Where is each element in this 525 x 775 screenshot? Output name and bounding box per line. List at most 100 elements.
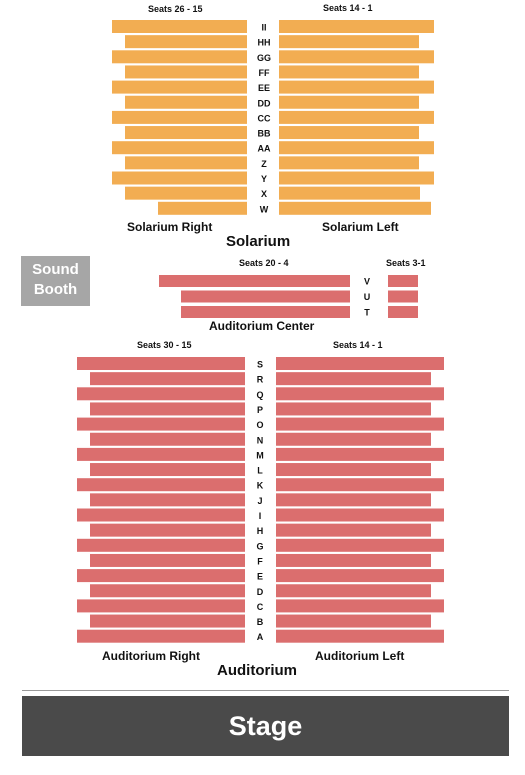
center-row-label-t: T — [364, 308, 370, 318]
auditorium-right-row-f[interactable] — [90, 553, 245, 567]
solarium-row-label-y: Y — [261, 174, 267, 184]
auditorium-row-label-n: N — [257, 435, 264, 445]
auditorium-right-row-a[interactable] — [77, 629, 245, 643]
solarium-right-row-ii[interactable] — [112, 20, 247, 33]
auditorium-row-label-i: I — [259, 511, 262, 521]
auditorium-row-label-l: L — [257, 466, 263, 476]
auditorium-right-row-r[interactable] — [90, 372, 245, 386]
solarium-left-row-aa[interactable] — [279, 141, 434, 155]
center-left-row-t[interactable] — [181, 306, 350, 318]
auditorium-right-row-g[interactable] — [77, 538, 245, 552]
solarium-right-row-y[interactable] — [112, 171, 247, 185]
auditorium-left-row-i[interactable] — [276, 508, 444, 522]
center-left-row-u[interactable] — [181, 290, 350, 303]
auditorium-row-label-m: M — [256, 450, 264, 460]
auditorium-right-row-p[interactable] — [90, 402, 245, 416]
solarium-left-row-hh[interactable] — [279, 35, 419, 49]
solarium-row-label-ee: EE — [258, 83, 270, 93]
center-row-label-v: V — [364, 277, 370, 287]
auditorium-right-row-h[interactable] — [90, 523, 245, 537]
solarium-row-label-w: W — [260, 204, 269, 214]
auditorium-row-label-o: O — [256, 420, 263, 430]
solarium-left-label: Solarium Left — [322, 220, 399, 234]
solarium-left-row-ii[interactable] — [279, 20, 434, 33]
solarium-left-row-dd[interactable] — [279, 95, 419, 109]
solarium-row-label-hh: HH — [258, 38, 271, 48]
solarium-left-row-gg[interactable] — [279, 50, 434, 64]
auditorium-right-row-j[interactable] — [90, 493, 245, 507]
auditorium-left-row-c[interactable] — [276, 599, 444, 613]
auditorium-left-row-m[interactable] — [276, 447, 444, 461]
solarium-right-row-x[interactable] — [125, 186, 247, 200]
solarium-right-row-ff[interactable] — [125, 65, 247, 79]
auditorium-right-row-q[interactable] — [77, 387, 245, 401]
auditorium-row-label-g: G — [256, 541, 263, 551]
auditorium-row-label-f: F — [257, 556, 263, 566]
sound-booth-line1: Sound — [32, 261, 79, 278]
auditorium-right-row-b[interactable] — [90, 614, 245, 628]
auditorium-left-row-g[interactable] — [276, 538, 444, 552]
auditorium-left-row-h[interactable] — [276, 523, 431, 537]
solarium-right-seats-label: Seats 26 - 15 — [148, 4, 203, 14]
solarium-left-row-bb[interactable] — [279, 126, 419, 140]
center-right-row-v[interactable] — [388, 275, 418, 287]
stage-label: Stage — [228, 710, 303, 741]
solarium-right-row-z[interactable] — [125, 156, 247, 170]
auditorium-row-label-d: D — [257, 587, 264, 597]
solarium-right-row-w[interactable] — [158, 201, 247, 215]
solarium-row-label-ff: FF — [259, 68, 270, 78]
auditorium-left-row-n[interactable] — [276, 432, 431, 446]
solarium-left-row-ff[interactable] — [279, 65, 419, 79]
auditorium-right-row-d[interactable] — [90, 584, 245, 598]
solarium-right-row-aa[interactable] — [112, 141, 247, 155]
auditorium-right-row-i[interactable] — [77, 508, 245, 522]
auditorium-right-row-k[interactable] — [77, 478, 245, 492]
auditorium-right-row-o[interactable] — [77, 417, 245, 431]
auditorium-right-row-c[interactable] — [77, 599, 245, 613]
center-left-row-v[interactable] — [159, 275, 350, 287]
auditorium-right-row-s[interactable] — [77, 357, 245, 370]
center-right-row-u[interactable] — [388, 290, 418, 303]
solarium-left-row-cc[interactable] — [279, 110, 434, 124]
solarium-right-row-dd[interactable] — [125, 95, 247, 109]
auditorium-left-row-l[interactable] — [276, 463, 431, 477]
auditorium-left-row-a[interactable] — [276, 629, 444, 643]
auditorium-right-row-e[interactable] — [77, 569, 245, 583]
center-right-row-t[interactable] — [388, 306, 418, 318]
auditorium-right-row-n[interactable] — [90, 432, 245, 446]
solarium-left-row-x[interactable] — [279, 186, 420, 200]
auditorium-left-row-s[interactable] — [276, 357, 444, 370]
solarium-right-row-gg[interactable] — [112, 50, 247, 64]
solarium-left-row-ee[interactable] — [279, 80, 434, 94]
solarium-left-row-y[interactable] — [279, 171, 434, 185]
auditorium-row-label-k: K — [257, 481, 264, 491]
auditorium-right-label: Auditorium Right — [102, 649, 200, 663]
auditorium-right-row-l[interactable] — [90, 463, 245, 477]
solarium-left-row-w[interactable] — [279, 201, 431, 215]
solarium-right-row-bb[interactable] — [125, 126, 247, 140]
solarium-right-label: Solarium Right — [127, 220, 213, 234]
auditorium-left-row-o[interactable] — [276, 417, 444, 431]
stage: Stage — [22, 696, 509, 756]
stage-edge-line — [22, 690, 509, 691]
auditorium-left-row-j[interactable] — [276, 493, 431, 507]
auditorium-row-label-r: R — [257, 375, 264, 385]
auditorium-left-row-r[interactable] — [276, 372, 431, 386]
auditorium-left-row-d[interactable] — [276, 584, 431, 598]
sound-booth-line2: Booth — [33, 281, 78, 298]
solarium-right-row-ee[interactable] — [112, 80, 247, 94]
solarium-row-label-dd: DD — [258, 98, 271, 108]
solarium-left-row-z[interactable] — [279, 156, 419, 170]
auditorium-right-seats-label: Seats 30 - 15 — [137, 340, 192, 350]
auditorium-left-row-e[interactable] — [276, 569, 444, 583]
solarium-right-row-hh[interactable] — [125, 35, 247, 49]
auditorium-left-row-p[interactable] — [276, 402, 431, 416]
auditorium-row-label-e: E — [257, 572, 263, 582]
auditorium-left-row-k[interactable] — [276, 478, 444, 492]
auditorium-right-row-m[interactable] — [77, 447, 245, 461]
solarium-right-row-cc[interactable] — [112, 110, 247, 124]
auditorium-left-row-b[interactable] — [276, 614, 431, 628]
auditorium-left-row-f[interactable] — [276, 553, 431, 567]
auditorium-left-row-q[interactable] — [276, 387, 444, 401]
